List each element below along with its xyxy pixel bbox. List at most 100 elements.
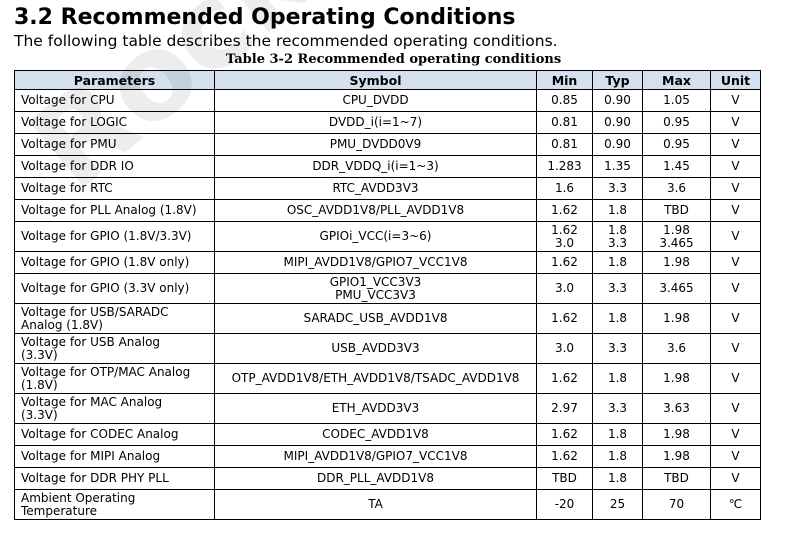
cell-unit: V — [710, 423, 761, 446]
header-max: Max — [642, 70, 711, 90]
cell-max: 70 — [642, 489, 711, 520]
cell-unit: V — [710, 221, 761, 252]
cell-min: 1.62 3.0 — [536, 221, 593, 252]
cell-symbol: TA — [214, 489, 537, 520]
cell-symbol: GPIO1_VCC3V3 PMU_VCC3V3 — [214, 273, 537, 304]
cell-min: 3.0 — [536, 333, 593, 364]
table-header-row: Parameters Symbol Min Typ Max Unit — [14, 70, 761, 90]
cell-typ: 0.90 — [592, 111, 643, 134]
cell-typ-line: 3.3 — [607, 235, 628, 250]
cell-parameter: Voltage for CPU — [14, 89, 215, 112]
cell-min: 1.62 — [536, 199, 593, 222]
table-row: Voltage for LOGIC DVDD_i(i=1~7) 0.81 0.9… — [14, 111, 761, 134]
cell-parameter: Voltage for PLL Analog (1.8V) — [14, 199, 215, 222]
table-row: Voltage for CPU CPU_DVDD 0.85 0.90 1.05 … — [14, 89, 761, 112]
cell-unit: V — [710, 177, 761, 200]
cell-parameter: Voltage for MIPI Analog — [14, 445, 215, 468]
cell-min: 0.81 — [536, 133, 593, 156]
table-row: Voltage for DDR IO DDR_VDDQ_i(i=1~3) 1.2… — [14, 155, 761, 178]
cell-parameter: Voltage for PMU — [14, 133, 215, 156]
operating-conditions-table: Parameters Symbol Min Typ Max Unit Volta… — [14, 70, 761, 520]
table-row: Ambient Operating Temperature TA -20 25 7… — [14, 489, 761, 520]
cell-typ: 1.8 — [592, 423, 643, 446]
cell-parameter: Voltage for GPIO (1.8V/3.3V) — [14, 221, 215, 252]
cell-typ: 3.3 — [592, 393, 643, 424]
table-row: Voltage for USB Analog (3.3V) USB_AVDD3V3… — [14, 333, 761, 364]
cell-parameter-line: Voltage for MAC Analog — [21, 394, 163, 409]
cell-parameter-line: Analog (1.8V) — [21, 317, 103, 332]
cell-typ: 3.3 — [592, 333, 643, 364]
cell-parameter-line: (1.8V) — [21, 377, 58, 392]
cell-min: 0.81 — [536, 111, 593, 134]
cell-max: 1.98 — [642, 423, 711, 446]
cell-typ: 1.8 — [592, 445, 643, 468]
cell-symbol: DDR_VDDQ_i(i=1~3) — [214, 155, 537, 178]
cell-parameter: Voltage for LOGIC — [14, 111, 215, 134]
table-row: Voltage for USB/SARADC Analog (1.8V) SARA… — [14, 303, 761, 334]
cell-min: 0.85 — [536, 89, 593, 112]
cell-parameter: Voltage for USB Analog (3.3V) — [14, 333, 215, 364]
cell-max: 3.6 — [642, 177, 711, 200]
cell-symbol: SARADC_USB_AVDD1V8 — [214, 303, 537, 334]
cell-max: 1.98 — [642, 445, 711, 468]
cell-min: 1.62 — [536, 363, 593, 394]
cell-symbol: USB_AVDD3V3 — [214, 333, 537, 364]
cell-parameter: Ambient Operating Temperature — [14, 489, 215, 520]
cell-max: 0.95 — [642, 111, 711, 134]
cell-parameter-line: (3.3V) — [21, 347, 58, 362]
cell-parameter: Voltage for GPIO (3.3V only) — [14, 273, 215, 304]
cell-typ: 1.8 — [592, 251, 643, 274]
cell-symbol-line: GPIO1_VCC3V3 — [329, 274, 422, 289]
cell-symbol: MIPI_AVDD1V8/GPIO7_VCC1V8 — [214, 445, 537, 468]
table-row: Voltage for RTC RTC_AVDD3V3 1.6 3.3 3.6 … — [14, 177, 761, 200]
cell-parameter-line: Voltage for USB/SARADC — [21, 304, 169, 319]
cell-parameter-line: Voltage for OTP/MAC Analog — [21, 364, 191, 379]
cell-min: TBD — [536, 467, 593, 490]
cell-typ: 1.8 — [592, 303, 643, 334]
cell-typ: 1.35 — [592, 155, 643, 178]
cell-max: TBD — [642, 467, 711, 490]
cell-max: 1.98 — [642, 303, 711, 334]
cell-parameter: Voltage for DDR PHY PLL — [14, 467, 215, 490]
cell-max: 1.98 3.465 — [642, 221, 711, 252]
cell-parameter: Voltage for RTC — [14, 177, 215, 200]
cell-max: 1.05 — [642, 89, 711, 112]
cell-symbol: MIPI_AVDD1V8/GPIO7_VCC1V8 — [214, 251, 537, 274]
cell-unit: V — [710, 363, 761, 394]
cell-min: 1.62 — [536, 423, 593, 446]
cell-unit: V — [710, 199, 761, 222]
table-row: Voltage for MIPI Analog MIPI_AVDD1V8/GPI… — [14, 445, 761, 468]
cell-min-line: 3.0 — [554, 235, 575, 250]
header-symbol: Symbol — [214, 70, 537, 90]
cell-unit: ℃ — [710, 489, 761, 520]
header-unit: Unit — [710, 70, 761, 90]
cell-unit: V — [710, 133, 761, 156]
cell-symbol: DDR_PLL_AVDD1V8 — [214, 467, 537, 490]
cell-symbol: CODEC_AVDD1V8 — [214, 423, 537, 446]
header-parameters: Parameters — [14, 70, 215, 90]
table-row: Voltage for MAC Analog (3.3V) ETH_AVDD3V3… — [14, 393, 761, 424]
cell-unit: V — [710, 273, 761, 304]
cell-parameter: Voltage for MAC Analog (3.3V) — [14, 393, 215, 424]
cell-parameter-line: Voltage for USB Analog — [21, 334, 161, 349]
cell-min: -20 — [536, 489, 593, 520]
cell-parameter-line: Ambient Operating — [21, 490, 136, 505]
table-row: Voltage for PLL Analog (1.8V) OSC_AVDD1V… — [14, 199, 761, 222]
cell-unit: V — [710, 251, 761, 274]
cell-parameter: Voltage for CODEC Analog — [14, 423, 215, 446]
cell-max: 3.465 — [642, 273, 711, 304]
cell-min: 1.62 — [536, 251, 593, 274]
cell-min: 1.62 — [536, 303, 593, 334]
table-row: Voltage for OTP/MAC Analog (1.8V) OTP_AVD… — [14, 363, 761, 394]
section-heading: 3.2 Recommended Operating Conditions — [14, 5, 516, 30]
cell-parameter: Voltage for OTP/MAC Analog (1.8V) — [14, 363, 215, 394]
cell-unit: V — [710, 333, 761, 364]
cell-symbol: GPIOi_VCC(i=3~6) — [214, 221, 537, 252]
table-row: Voltage for CODEC Analog CODEC_AVDD1V8 1… — [14, 423, 761, 446]
cell-typ: 1.8 3.3 — [592, 221, 643, 252]
cell-max: 1.98 — [642, 363, 711, 394]
table-row: Voltage for DDR PHY PLL DDR_PLL_AVDD1V8 … — [14, 467, 761, 490]
cell-max: 3.6 — [642, 333, 711, 364]
cell-min: 1.6 — [536, 177, 593, 200]
cell-typ: 1.8 — [592, 363, 643, 394]
